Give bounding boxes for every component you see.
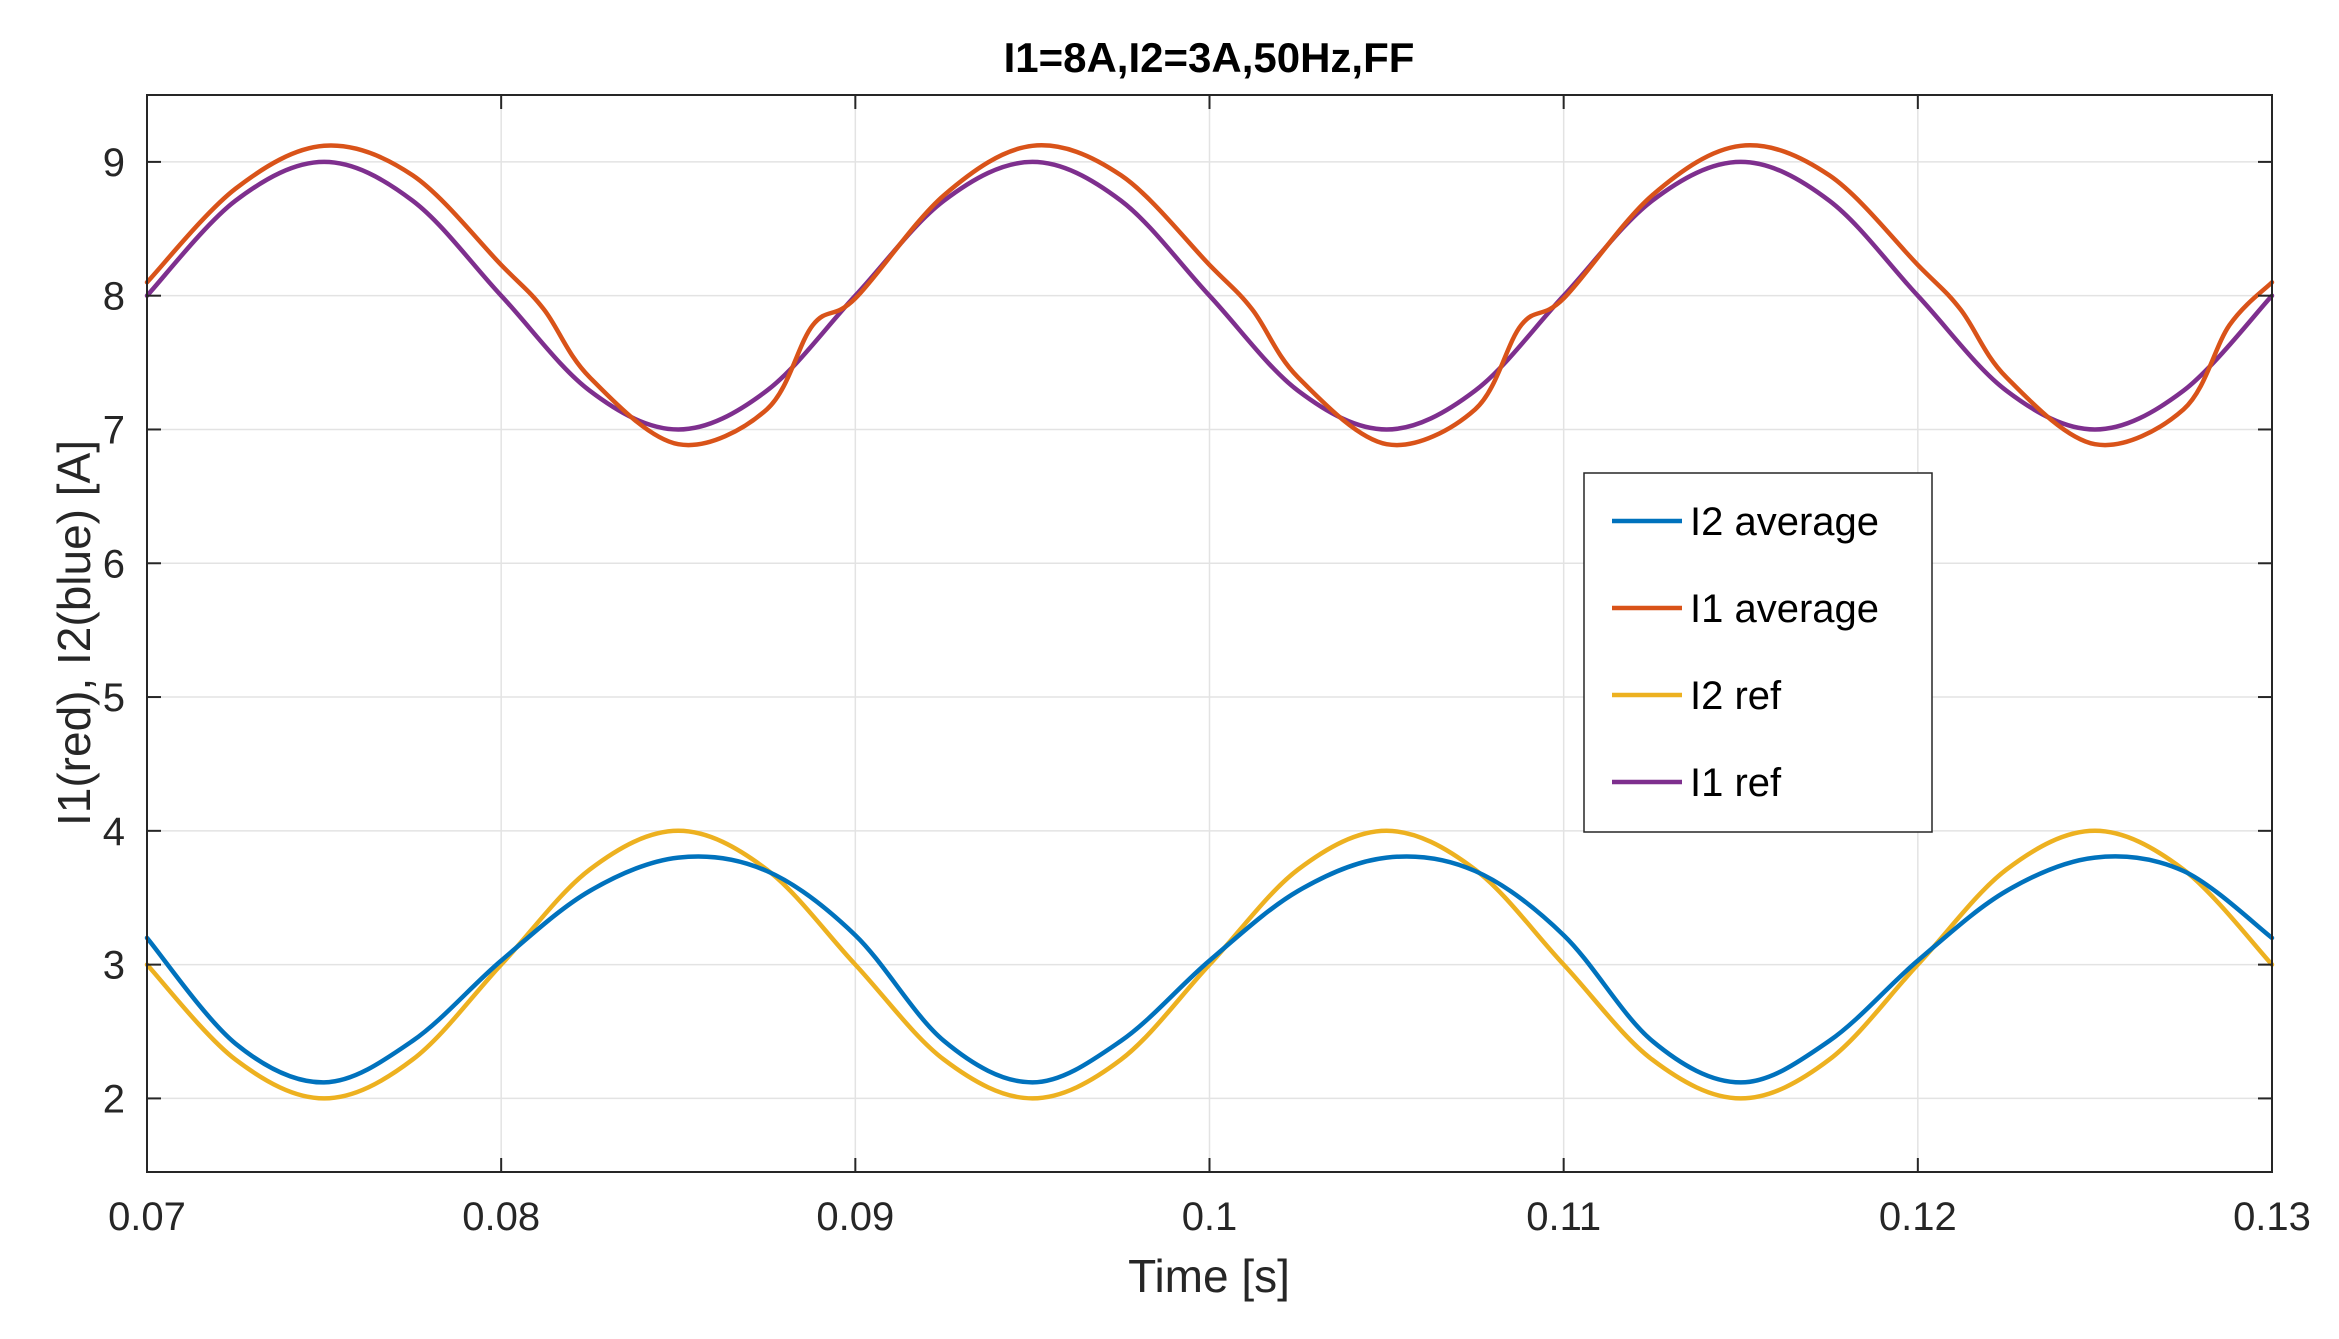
x-tick-label: 0.1 [1182,1195,1238,1239]
ticks [146,95,2273,1172]
y-tick-label: 3 [103,944,125,988]
y-axis-label: I1(red), I2(blue) [A] [48,440,100,826]
tick-labels: 0.07 0.08 0.09 0.1 0.11 0.12 0.13 2 3 4 5 6 7 8 9 [103,141,2311,1239]
y-tick-label: 2 [103,1077,125,1121]
y-tick-label: 7 [103,408,125,452]
series-line-i1-ref [144,159,2275,432]
x-tick-label: 0.13 [2233,1195,2311,1239]
chart-title: I1=8A,I2=3A,50Hz,FF [1004,34,1415,81]
x-tick-label: 0.08 [462,1195,540,1239]
legend-items: I2 average I1 average I2 ref I1 ref [1612,500,1879,805]
y-tick-label: 5 [103,676,125,720]
y-tick-label: 8 [103,275,125,319]
y-tick-label: 6 [103,542,125,586]
legend-label-i2-ref: I2 ref [1690,674,1782,718]
legend: I2 average I1 average I2 ref I1 ref [1583,472,1933,833]
legend-label-i1-average: I1 average [1690,587,1879,631]
legend-label-i2-average: I2 average [1690,500,1879,544]
series-line-i2-ref [144,828,2275,1101]
x-tick-label: 0.07 [108,1195,186,1239]
legend-label-i1-ref: I1 ref [1690,761,1782,805]
series-line-i2-average [144,854,2275,1085]
x-tick-label: 0.11 [1526,1195,1601,1239]
y-tick-label: 4 [103,810,125,854]
x-axis-label: Time [s] [1128,1250,1290,1302]
legend-box [1583,472,1933,833]
series-layer [144,143,2275,1101]
y-tick-label: 9 [103,141,125,185]
series-line-i1-average [144,143,2275,448]
x-tick-label: 0.12 [1879,1195,1957,1239]
x-tick-label: 0.09 [816,1195,894,1239]
